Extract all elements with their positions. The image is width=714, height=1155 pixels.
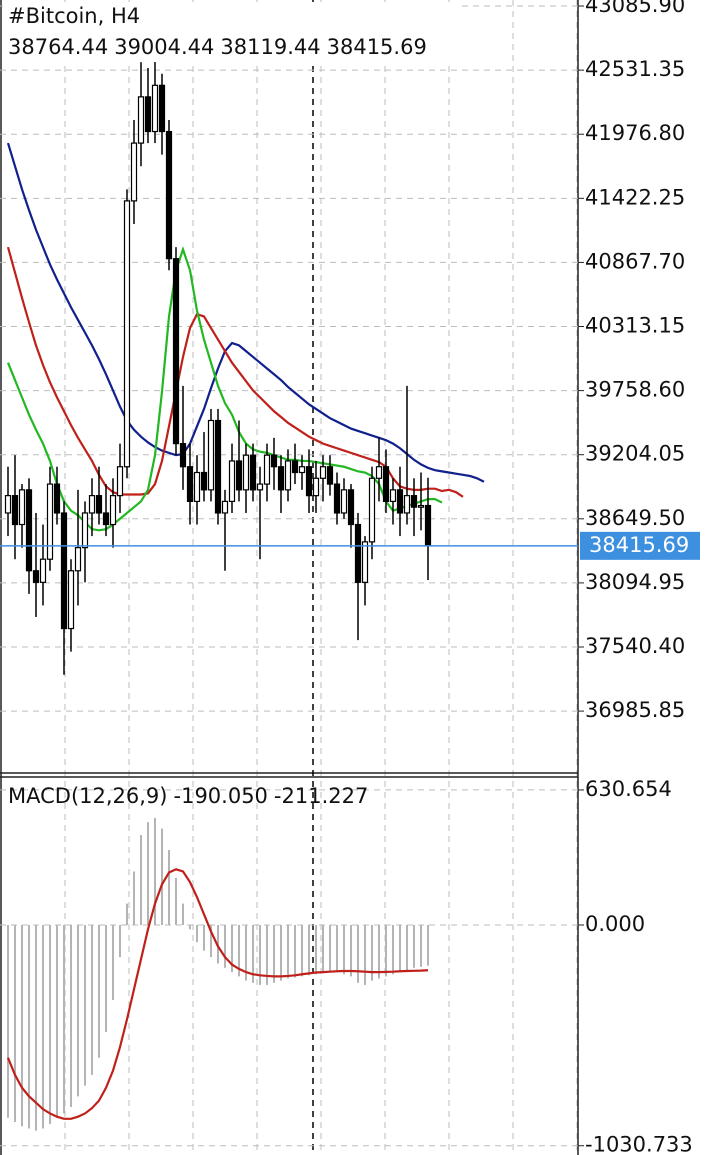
candle-body — [109, 495, 117, 526]
candle-body — [235, 460, 243, 491]
candle-body — [53, 483, 61, 514]
candle-body — [32, 570, 40, 583]
candle-body — [102, 512, 110, 526]
y-tick-label: 39204.05 — [585, 442, 685, 466]
candle-body — [214, 419, 222, 514]
candle-body — [396, 489, 404, 514]
ohlc-value: 38764.44 — [8, 35, 108, 59]
candle-body — [88, 495, 96, 514]
candle-body — [151, 84, 159, 133]
candle-body — [123, 200, 131, 468]
candle-body — [46, 483, 54, 560]
candle-body — [277, 466, 285, 491]
candle-body — [4, 495, 12, 514]
candle-body — [333, 483, 341, 514]
y-tick-label: -1030.733 — [585, 1133, 693, 1155]
y-tick-label: 38649.50 — [585, 506, 685, 530]
candle-body — [270, 454, 278, 468]
y-tick-label: 37540.40 — [585, 634, 685, 658]
y-tick-label: 41422.25 — [585, 185, 685, 209]
candle-body — [207, 419, 215, 491]
candle-body — [389, 489, 397, 503]
candle-body — [319, 466, 327, 479]
candle-body — [193, 471, 201, 503]
candle-body — [144, 96, 152, 133]
vertical-grid — [64, 0, 578, 1155]
y-tick-label: 36985.85 — [585, 698, 685, 722]
candle-body — [368, 477, 376, 543]
candle-body — [172, 258, 180, 445]
y-tick-label: 630.654 — [585, 777, 672, 801]
candle-body — [116, 466, 124, 497]
candle-body — [60, 512, 68, 630]
candle-body — [354, 523, 362, 583]
moving-average — [6, 246, 464, 498]
header-bg — [3, 2, 458, 62]
y-tick-label: 40313.15 — [585, 314, 685, 338]
candle-body — [221, 500, 229, 514]
signal-line — [6, 868, 429, 1120]
candle-body — [424, 504, 432, 547]
candle-body — [81, 512, 89, 549]
ohlc-value: 38415.69 — [327, 35, 427, 59]
indicator-title: MACD(12,26,9) — [8, 784, 168, 808]
candle-body — [305, 466, 313, 497]
candle-body — [410, 495, 418, 508]
y-tick-label: 42531.35 — [585, 57, 685, 81]
candle-body — [347, 489, 355, 526]
candle-body — [39, 558, 47, 583]
y-tick-label: 41976.80 — [585, 121, 685, 145]
candle-body — [11, 495, 19, 526]
candle-body — [179, 443, 187, 468]
candle-body — [74, 547, 82, 572]
indicator-value: -190.050 — [174, 784, 268, 808]
candle-body — [25, 489, 33, 572]
ohlc-value: 39004.44 — [114, 35, 214, 59]
candle-body — [298, 466, 306, 474]
candle-body — [165, 130, 173, 260]
candle-body — [340, 489, 348, 514]
candle-body — [284, 460, 292, 491]
candle-body — [18, 489, 26, 526]
candle-body — [382, 466, 390, 503]
last-price-label: 38415.69 — [589, 533, 689, 557]
candle-body — [158, 84, 166, 133]
moving-average — [6, 245, 443, 532]
chart-title: #Bitcoin, H4 — [8, 4, 140, 28]
candle-body — [375, 466, 383, 479]
candle-body — [242, 454, 250, 491]
candle-body — [95, 495, 103, 514]
candle-body — [256, 483, 264, 491]
candle-body — [263, 454, 271, 485]
ohlc-value: 38119.44 — [220, 35, 320, 59]
last-price-box — [580, 531, 700, 560]
candle-body — [361, 541, 369, 583]
candle-body — [291, 460, 299, 474]
candle-body — [417, 504, 425, 508]
candle-body — [228, 460, 236, 503]
y-tick-label: 39758.60 — [585, 378, 685, 402]
candle-body — [200, 471, 208, 491]
candle-body — [403, 495, 411, 514]
y-tick-label: 43085.90 — [585, 0, 685, 17]
candle-body — [67, 570, 75, 630]
candle-body — [326, 466, 334, 485]
candle-body — [186, 466, 194, 503]
y-tick-label: 40867.70 — [585, 249, 685, 273]
moving-average — [6, 142, 485, 483]
candle-body — [130, 142, 138, 202]
y-tick-label: 38094.95 — [585, 570, 685, 594]
y-tick-label: 0.000 — [585, 912, 645, 936]
candle-body — [312, 477, 320, 497]
indicator-value: -211.227 — [274, 784, 368, 808]
candle-body — [249, 454, 257, 491]
candle-body — [137, 96, 145, 144]
